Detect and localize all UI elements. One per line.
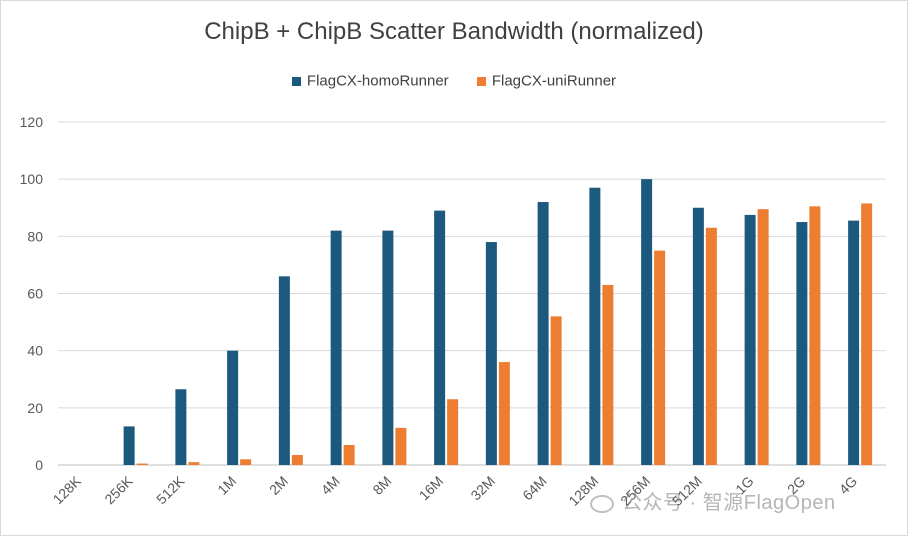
bar-unirunner <box>498 362 510 465</box>
x-tick-label: 128K <box>50 472 85 507</box>
legend-label-unirunner: FlagCX-uniRunner <box>491 72 617 90</box>
bar-homorunner <box>848 220 860 465</box>
bar-unirunner <box>809 206 821 465</box>
legend-swatch-unirunner <box>476 76 486 86</box>
bar-unirunner <box>136 463 148 465</box>
bar-unirunner <box>343 444 355 465</box>
x-tick-label: 2M <box>266 473 291 498</box>
chart-title: ChipB + ChipB Scatter Bandwidth (normali… <box>204 18 704 45</box>
y-tick-label: 60 <box>27 286 43 302</box>
bar-unirunner <box>705 227 717 465</box>
bar-homorunner <box>537 202 549 466</box>
wechat-icon <box>590 494 614 513</box>
bar-unirunner <box>447 399 459 465</box>
bar-homorunner <box>175 389 187 465</box>
x-tick-label: 8M <box>369 473 394 498</box>
bar-homorunner <box>485 242 497 465</box>
bar-homorunner <box>330 230 342 465</box>
legend-item-unirunner: FlagCX-uniRunner <box>476 72 617 90</box>
legend-swatch-homorunner <box>291 76 301 86</box>
bar-homorunner <box>692 207 704 465</box>
chart-legend: FlagCX-homoRunner FlagCX-uniRunner <box>0 72 908 90</box>
bar-unirunner <box>602 284 614 465</box>
legend-item-homorunner: FlagCX-homoRunner <box>291 72 449 90</box>
bar-unirunner <box>188 462 200 465</box>
x-tick-label: 512K <box>153 472 188 507</box>
watermark: 公众号 · 智源FlagOpen <box>590 486 836 515</box>
bar-homorunner <box>641 179 653 465</box>
bar-unirunner <box>654 250 666 465</box>
bar-homorunner <box>123 426 135 465</box>
y-tick-label: 40 <box>27 343 43 359</box>
bar-unirunner <box>395 427 407 465</box>
bar-homorunner <box>796 222 808 465</box>
x-tick-label: 16M <box>416 473 447 504</box>
bar-unirunner <box>757 209 769 465</box>
y-tick-label: 80 <box>27 228 43 244</box>
x-tick-label: 1M <box>214 473 239 498</box>
bar-unirunner <box>550 316 562 465</box>
bar-unirunner <box>861 203 873 465</box>
y-tick-label: 100 <box>20 171 44 187</box>
bar-homorunner <box>434 210 446 465</box>
bar-homorunner <box>744 214 756 465</box>
legend-label-homorunner: FlagCX-homoRunner <box>306 72 449 90</box>
x-tick-label: 64M <box>519 473 550 504</box>
x-tick-label: 32M <box>467 473 498 504</box>
bar-homorunner <box>382 230 394 465</box>
y-tick-label: 20 <box>27 400 43 416</box>
bar-homorunner <box>278 276 290 465</box>
x-tick-label: 4M <box>318 473 343 498</box>
x-tick-label: 4G <box>836 473 861 498</box>
x-tick-label: 256K <box>101 472 136 507</box>
y-tick-label: 120 <box>20 114 44 130</box>
bar-unirunner <box>291 454 303 465</box>
bar-unirunner <box>240 459 252 465</box>
bar-homorunner <box>589 187 601 465</box>
bar-homorunner <box>227 350 239 465</box>
watermark-text: 公众号 · 智源FlagOpen <box>622 492 836 514</box>
y-tick-label: 0 <box>35 457 43 473</box>
